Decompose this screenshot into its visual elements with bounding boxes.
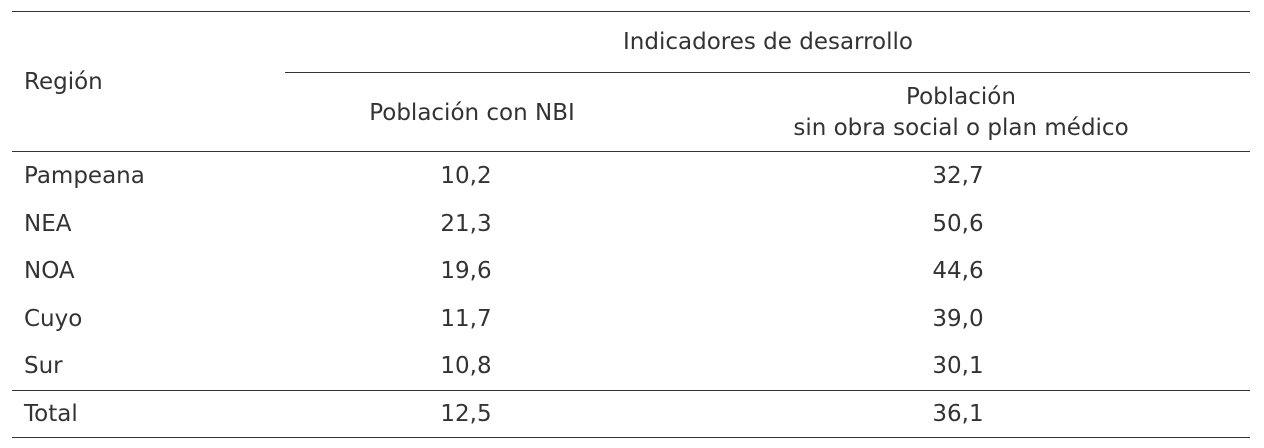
total-cell: 36,1 <box>932 401 984 427</box>
cell: 10,8 <box>440 353 492 379</box>
row-label: Cuyo <box>24 305 83 332</box>
group-header: Indicadores de desarrollo <box>623 29 913 55</box>
cell: 11,7 <box>440 305 492 332</box>
row-label: NOA <box>24 258 75 284</box>
total-cell: 12,5 <box>440 401 492 427</box>
cell: 32,7 <box>932 163 984 189</box>
group-rule <box>285 72 1250 73</box>
cell: 39,0 <box>932 305 984 332</box>
cell: 10,2 <box>440 163 492 189</box>
column-header: Población <box>906 84 1016 110</box>
cell: 30,1 <box>932 353 984 379</box>
cell: 21,3 <box>440 210 492 237</box>
cell: 19,6 <box>440 258 492 284</box>
row-label: Pampeana <box>24 163 145 189</box>
top-rule <box>12 11 1250 12</box>
row-label: NEA <box>24 210 72 237</box>
column-header: sin obra social o plan médico <box>793 115 1129 141</box>
row-header: Región <box>24 69 103 95</box>
row-label: Sur <box>24 353 63 379</box>
column-header: Población con NBI <box>369 99 575 126</box>
total-rule <box>12 390 1250 391</box>
header-rule <box>12 151 1250 152</box>
cell: 50,6 <box>932 210 984 237</box>
total-label: Total <box>24 401 78 427</box>
cell: 44,6 <box>932 258 984 284</box>
bottom-rule <box>12 437 1250 438</box>
